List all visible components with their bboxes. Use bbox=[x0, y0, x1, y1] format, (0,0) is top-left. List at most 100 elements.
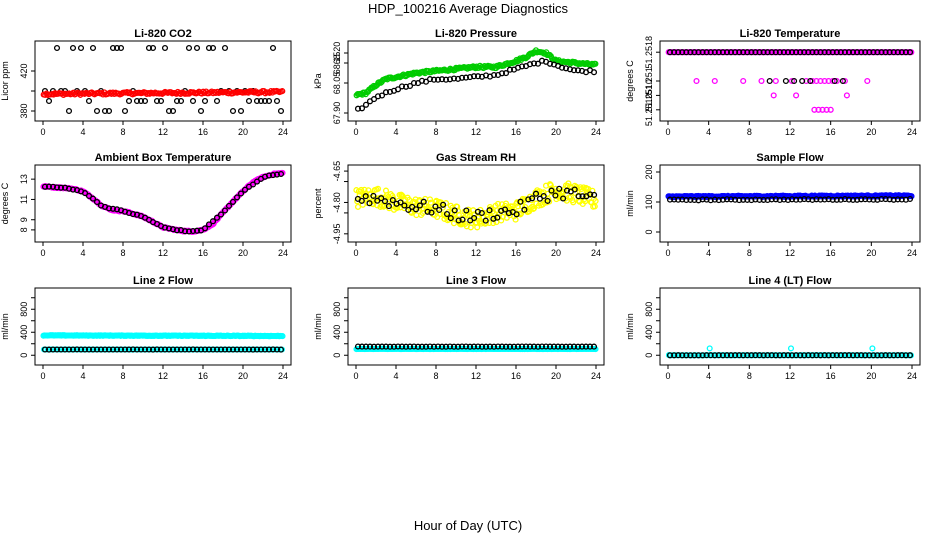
data-point bbox=[550, 343, 558, 350]
data-point bbox=[540, 192, 547, 200]
data-point bbox=[727, 196, 735, 203]
data-point bbox=[748, 49, 755, 56]
data-point bbox=[269, 346, 277, 353]
x-tick-label: 24 bbox=[907, 248, 917, 258]
data-point bbox=[833, 196, 840, 203]
data-point bbox=[401, 202, 408, 209]
data-point bbox=[428, 209, 435, 216]
data-point bbox=[671, 352, 678, 359]
x-tick-label: 16 bbox=[511, 248, 521, 258]
x-tick-label: 12 bbox=[785, 248, 795, 258]
data-point bbox=[744, 196, 751, 203]
data-point bbox=[748, 197, 755, 204]
data-point bbox=[711, 352, 718, 359]
data-point bbox=[201, 346, 209, 353]
x-tick-label: 4 bbox=[706, 371, 711, 381]
data-point bbox=[402, 83, 410, 90]
data-point bbox=[886, 49, 893, 56]
data-point bbox=[442, 343, 450, 350]
data-point bbox=[474, 343, 482, 350]
x-tick-label: 16 bbox=[198, 371, 208, 381]
data-point bbox=[165, 107, 173, 115]
y-tick-label: 800 bbox=[19, 302, 29, 317]
data-point bbox=[707, 352, 714, 359]
data-point bbox=[412, 206, 420, 213]
data-point bbox=[518, 343, 526, 350]
data-point bbox=[470, 73, 478, 80]
x-tick-label: 20 bbox=[238, 127, 248, 137]
data-point bbox=[390, 343, 398, 350]
data-point bbox=[486, 207, 493, 214]
data-point bbox=[517, 198, 524, 205]
data-point bbox=[780, 352, 787, 359]
data-point bbox=[817, 49, 824, 56]
data-point bbox=[803, 77, 810, 85]
data-point bbox=[105, 107, 113, 115]
data-point bbox=[869, 345, 876, 352]
data-point bbox=[866, 196, 873, 203]
data-point bbox=[752, 352, 759, 359]
data-point bbox=[161, 44, 169, 52]
data-point bbox=[740, 196, 747, 203]
data-point bbox=[121, 346, 129, 353]
data-point bbox=[791, 77, 798, 85]
data-point bbox=[756, 49, 763, 56]
data-point bbox=[902, 49, 909, 56]
data-point bbox=[405, 206, 412, 213]
data-point bbox=[450, 343, 458, 350]
data-point bbox=[459, 220, 466, 227]
y-tick-label: 51.2510 bbox=[644, 94, 654, 127]
data-point bbox=[878, 49, 885, 56]
y-tick-label: -4.80 bbox=[332, 192, 342, 213]
data-point bbox=[801, 196, 808, 203]
x-tick-label: 4 bbox=[706, 127, 711, 137]
data-point bbox=[845, 49, 853, 56]
y-tick-label: 400 bbox=[332, 325, 342, 340]
y-axis-label: Licor ppm bbox=[0, 61, 10, 101]
data-point bbox=[780, 196, 787, 203]
x-tick-label: 8 bbox=[120, 127, 125, 137]
data-point bbox=[862, 352, 869, 359]
data-point bbox=[173, 97, 181, 105]
data-point bbox=[217, 211, 225, 218]
data-point bbox=[177, 346, 185, 353]
data-point bbox=[525, 196, 532, 203]
y-tick-label: -4.95 bbox=[332, 224, 342, 245]
data-point bbox=[882, 352, 889, 359]
data-point bbox=[241, 186, 249, 193]
data-point bbox=[486, 343, 494, 350]
data-point bbox=[849, 196, 857, 203]
data-point bbox=[679, 49, 686, 56]
data-point bbox=[410, 343, 418, 350]
panel-rh: Gas Stream RH percent 0 4 8 12 16 20 24 -4.95 -4.8… bbox=[313, 152, 605, 258]
data-point bbox=[691, 49, 698, 56]
data-point bbox=[237, 107, 245, 115]
y-tick-label: 8 bbox=[19, 227, 29, 232]
data-point bbox=[249, 181, 257, 188]
data-point bbox=[494, 343, 502, 350]
data-point bbox=[382, 343, 390, 350]
data-point bbox=[587, 191, 594, 198]
data-point bbox=[833, 77, 840, 85]
data-point bbox=[679, 196, 686, 203]
data-point bbox=[454, 343, 462, 350]
data-point bbox=[426, 196, 434, 203]
y-tick-label: 800 bbox=[644, 302, 654, 317]
panel-title: Sample Flow bbox=[756, 152, 824, 164]
data-point bbox=[675, 49, 682, 56]
data-point bbox=[793, 196, 800, 203]
y-tick-label: 420 bbox=[19, 63, 29, 78]
data-point bbox=[695, 352, 702, 359]
series-1 bbox=[354, 343, 598, 350]
data-point bbox=[185, 346, 193, 353]
data-point bbox=[770, 92, 777, 99]
data-point bbox=[221, 207, 229, 214]
data-point bbox=[229, 346, 237, 353]
data-point bbox=[209, 346, 217, 353]
data-point bbox=[768, 196, 775, 203]
data-point bbox=[711, 77, 718, 85]
data-point bbox=[41, 346, 49, 353]
data-point bbox=[109, 205, 117, 212]
data-point bbox=[261, 346, 269, 353]
x-tick-label: 24 bbox=[591, 127, 601, 137]
